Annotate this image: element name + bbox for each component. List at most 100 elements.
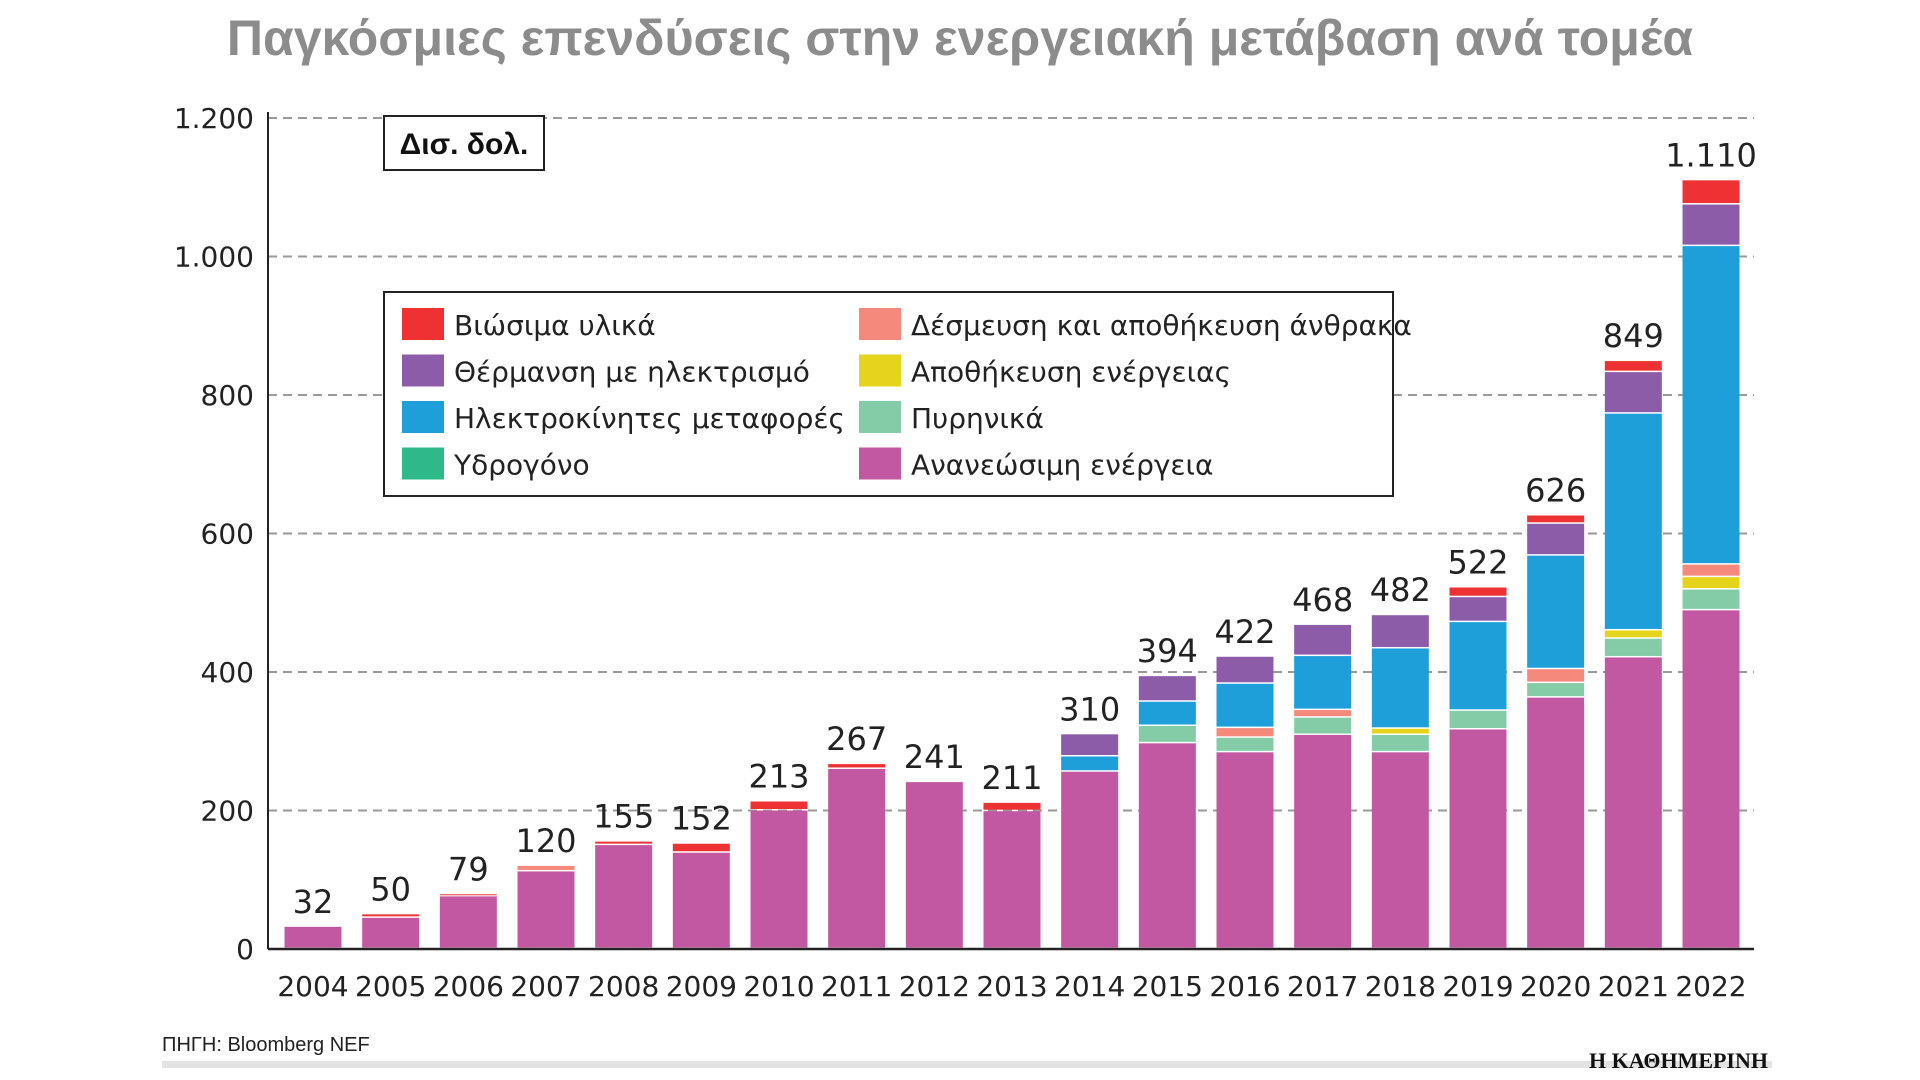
y-tick-label: 400 [201,656,254,689]
bar-segment [439,894,497,896]
legend-label: Πυρηνικά [911,402,1044,435]
y-tick-label: 200 [201,795,254,828]
bar-segment [1061,734,1119,755]
bar-segment [1061,771,1119,948]
legend-swatch [859,308,901,340]
legend-label: Βιώσιμα υλικά [454,309,656,342]
x-tick-label: 2018 [1365,970,1436,1003]
footer-bar [162,1061,1772,1068]
bar-segment [1604,630,1662,638]
x-tick-label: 2022 [1675,970,1746,1003]
bar-segment [1604,413,1662,629]
legend-swatch [402,354,444,387]
bar-segment [595,845,653,948]
y-tick-label: 1.200 [174,102,254,135]
total-label: 213 [748,757,809,795]
bar-segment [517,871,575,948]
bar-segment [1138,743,1196,948]
x-tick-label: 2012 [899,970,970,1003]
bar-segment [1216,656,1274,683]
bars [284,180,1740,948]
source-note: ΠΗΓΗ: Bloomberg NEF [162,1034,370,1056]
x-tick-label: 2020 [1520,970,1591,1003]
bar-segment [1294,624,1352,655]
bar-segment [1604,638,1662,656]
bar-segment [1682,246,1740,564]
total-label: 32 [293,883,334,921]
x-tick-label: 2007 [510,970,581,1003]
total-label: 267 [826,720,887,758]
total-label: 120 [515,822,576,860]
y-tick-label: 0 [236,933,254,966]
bar-segment [828,764,886,768]
x-tick-label: 2011 [821,970,892,1003]
chart-title: Παγκόσμιες επενδύσεις στην ενεργειακή με… [227,10,1694,66]
x-tick-label: 2017 [1287,970,1358,1003]
total-label: 152 [671,800,732,838]
legend-swatch [859,447,901,480]
unit-label: Δισ. δολ. [400,128,529,161]
bar-segment [1371,648,1429,728]
total-label: 155 [593,798,654,836]
bar-segment [1527,523,1585,555]
total-label: 1.110 [1665,136,1757,174]
publisher-logo: Η ΚΑΘΗΜΕΡΙΝΗ [1589,1048,1768,1073]
legend-swatch [402,447,444,480]
bar-segment [1371,728,1429,734]
unit-box: Δισ. δολ. [383,115,545,171]
x-tick-label: 2006 [433,970,504,1003]
legend-label: Ηλεκτροκίνητες μεταφορές [454,402,845,435]
total-label: 626 [1525,471,1586,509]
bar-segment [1216,728,1274,737]
bar-segment [1527,697,1585,948]
total-label: 849 [1603,317,1664,355]
total-labels: 32 50 79 120 155 152 213 267 241 211 310 394 422 468 4… [293,136,1757,921]
bar-segment [672,852,730,948]
bar-segment [1216,752,1274,948]
bar-segment [1682,610,1740,948]
bar-segment [284,926,342,948]
bar-segment [1138,676,1196,701]
x-tick-label: 2004 [277,970,348,1003]
y-tick-label: 800 [201,379,254,412]
x-tick-label: 2010 [743,970,814,1003]
bar-segment [1138,701,1196,725]
bar-segment [517,865,575,870]
bar-segment [595,841,653,844]
legend-label: Ανανεώσιμη ενέργεια [911,449,1213,482]
legend-swatch [859,401,901,433]
total-label: 241 [904,738,965,776]
bar-segment [1604,657,1662,948]
total-label: 310 [1059,690,1120,728]
bar-segment [1527,555,1585,668]
bar-segment [362,914,420,917]
bar-segment [672,843,730,852]
bar-segment [1294,656,1352,709]
x-tick-label: 2013 [976,970,1047,1003]
total-label: 482 [1370,571,1431,609]
x-tick-label: 2009 [666,970,737,1003]
bar-segment [1604,372,1662,413]
bar-segment [1682,204,1740,245]
bar-segment [1294,717,1352,734]
total-label: 211 [981,759,1042,797]
bar-segment [1682,577,1740,589]
bar-segment [362,917,420,948]
bar-segment [1371,735,1429,751]
bar-segment [828,768,886,948]
x-tick-label: 2005 [355,970,426,1003]
legend-label: Αποθήκευση ενέργειας [911,356,1231,389]
bar-segment [1371,615,1429,647]
bar-segment [983,811,1041,948]
bar-segment [1216,737,1274,751]
bar-segment [1061,756,1119,771]
bar-segment [905,782,963,948]
bar-segment [1449,597,1507,621]
x-tick-label: 2008 [588,970,659,1003]
bar-segment [1604,361,1662,371]
total-label: 50 [370,870,411,908]
legend-label: Υδρογόνο [453,449,590,482]
bar-segment [1449,710,1507,728]
